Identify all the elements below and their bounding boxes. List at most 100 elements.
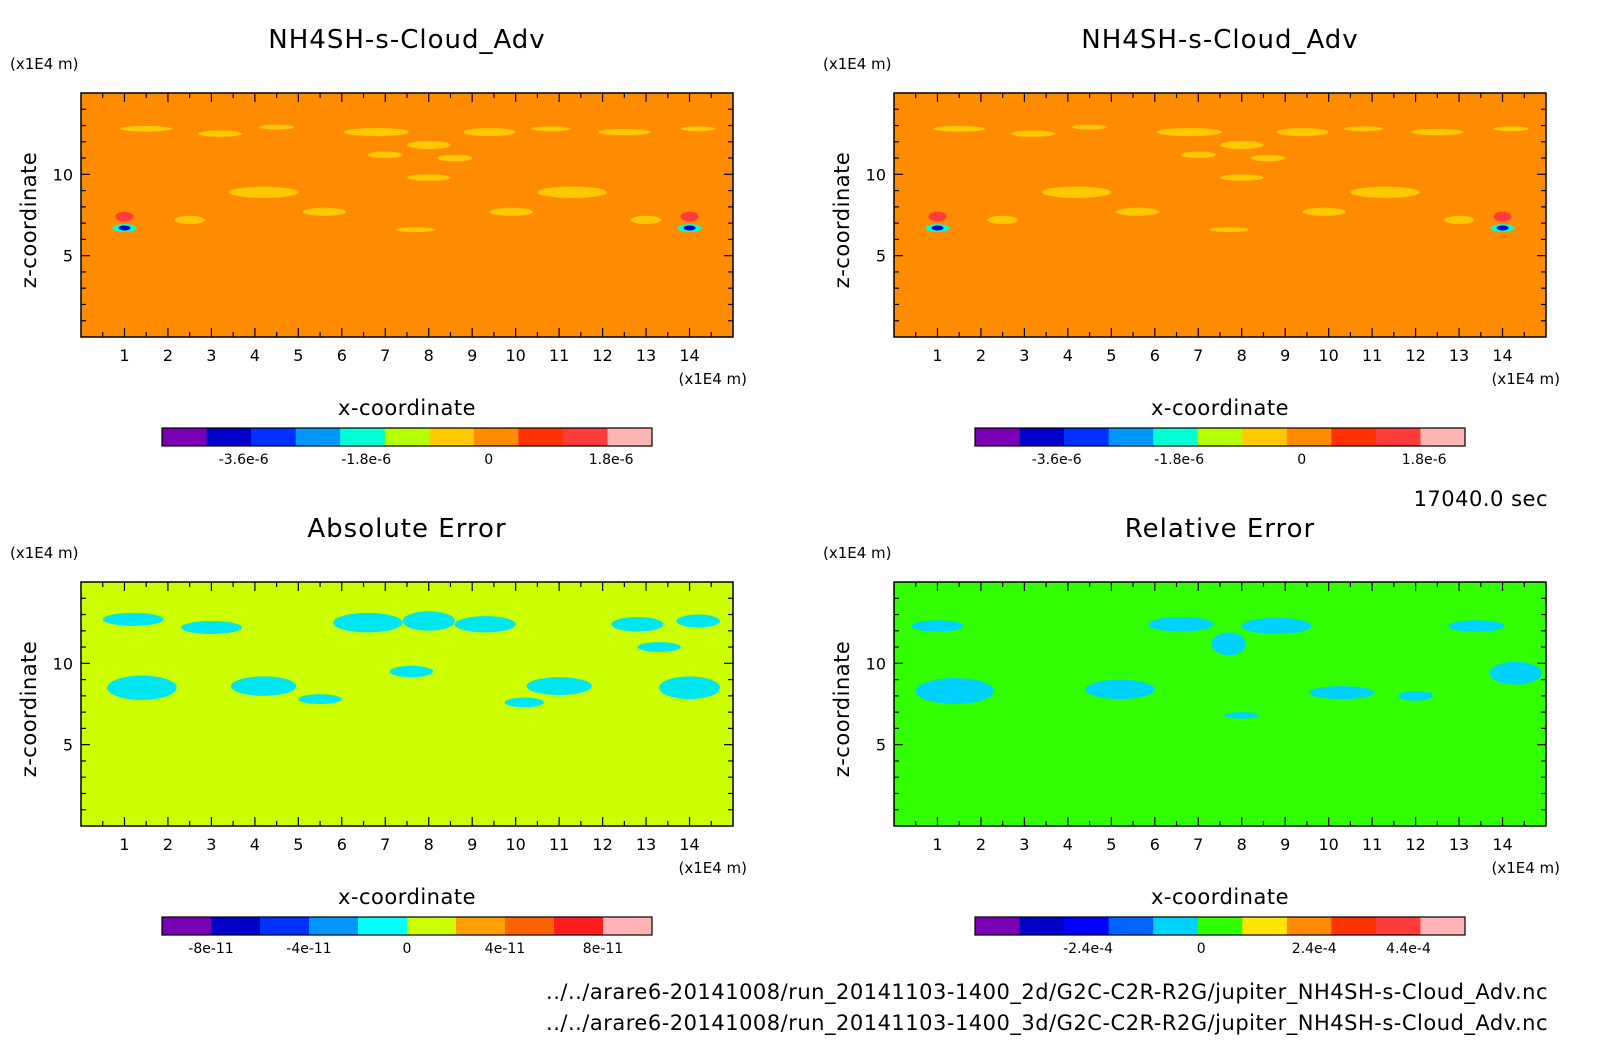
contour-region: [1224, 712, 1260, 719]
file-path: ../../arare6-20141008/run_20141103-1400_…: [546, 980, 1548, 1005]
contour-regions: [925, 124, 1529, 233]
contour-region: [1156, 127, 1223, 137]
contour-region: [611, 616, 664, 632]
colorbar-segment: [162, 917, 212, 935]
colorbar: -3.6e-6 -1.8e-6 0 1.8e-6: [974, 427, 1466, 468]
colorbar-segment: [1197, 917, 1243, 935]
contour-region: [630, 215, 662, 224]
y-axis-unit: (x1E4 m): [10, 55, 79, 73]
colorbar-segment: [1420, 428, 1466, 446]
x-tick-label: 3: [206, 835, 216, 854]
colorbar-tick-label: -4e-11: [286, 941, 331, 957]
y-tick-label: 5: [876, 247, 886, 266]
x-tick-label: 14: [679, 346, 699, 365]
x-tick-label: 2: [163, 346, 173, 365]
colorbar-segment: [1331, 428, 1377, 446]
colorbar-tick-label: 0: [1297, 452, 1306, 468]
contour-region: [1350, 186, 1420, 198]
contour-region: [402, 611, 455, 631]
colorbar-segment: [1242, 917, 1288, 935]
panel-2: NH4SH-s-Cloud_Adv(x1E4 m)1 2 3 4 5 6 7 8 9 10 11 12…: [823, 25, 1560, 468]
contour-region: [680, 126, 716, 132]
x-tick-label: 14: [679, 835, 699, 854]
colorbar-segment: [384, 428, 430, 446]
x-tick-label: 12: [1405, 835, 1425, 854]
contour-region: [389, 665, 434, 678]
contour-region: [1011, 130, 1055, 137]
contour-region: [1211, 632, 1247, 656]
contour-region: [1220, 140, 1264, 150]
y-tick-label: 10: [53, 654, 73, 673]
colorbar-segment: [505, 917, 555, 935]
chart-title: Relative Error: [1125, 514, 1316, 544]
x-tick-label: 8: [424, 835, 434, 854]
y-axis-label: z-coordinate: [17, 641, 41, 778]
x-tick-label: 9: [467, 346, 477, 365]
contour-region: [1085, 679, 1155, 700]
x-tick-label: 12: [592, 835, 612, 854]
x-tick-label: 12: [1405, 346, 1425, 365]
contour-region-negative: [118, 225, 131, 231]
x-tick-label: 7: [380, 835, 390, 854]
x-tick-label: 5: [1106, 835, 1116, 854]
x-tick-label: 1: [119, 835, 129, 854]
x-tick-label: 9: [1280, 835, 1290, 854]
y-axis-unit: (x1E4 m): [823, 544, 892, 562]
colorbar-frame: [974, 916, 1466, 936]
y-axis-label: z-coordinate: [830, 641, 854, 778]
colorbar-segment: [1064, 917, 1110, 935]
colorbar-segment: [607, 428, 653, 446]
colorbar-tick-label: 0: [1197, 941, 1206, 957]
contour-region: [407, 174, 451, 181]
colorbar-segment: [1108, 428, 1154, 446]
y-tick-label: 5: [876, 736, 886, 755]
x-tick-label: 9: [467, 835, 477, 854]
colorbar-tick-label: 1.8e-6: [589, 452, 634, 468]
chart-title: Absolute Error: [307, 514, 506, 544]
contour-region: [530, 126, 570, 132]
colorbar-tick-label: 0: [403, 941, 412, 957]
colorbar-segment: [975, 428, 1021, 446]
colorbar-tick-label: -3.6e-6: [219, 452, 269, 468]
colorbar-segment: [1286, 917, 1332, 935]
contour-region: [454, 616, 516, 633]
x-tick-label: 8: [1237, 835, 1247, 854]
chart-title: NH4SH-s-Cloud_Adv: [268, 25, 545, 55]
x-tick-label: 14: [1492, 346, 1512, 365]
colorbar-segment: [1153, 428, 1199, 446]
colorbar-segment: [1064, 428, 1110, 446]
colorbar-segment: [211, 917, 261, 935]
x-tick-label: 7: [1193, 835, 1203, 854]
contour-region: [1148, 616, 1214, 632]
colorbar-segment: [1375, 428, 1421, 446]
colorbar: -2.4e-4 0 2.4e-4 4.4e-4: [974, 916, 1466, 957]
colorbar-tick-label: -8e-11: [188, 941, 233, 957]
x-tick-label: 6: [337, 835, 347, 854]
contour-regions: [911, 616, 1542, 719]
colorbar-segment: [1420, 917, 1466, 935]
y-tick-label: 5: [63, 247, 73, 266]
contour-region: [637, 642, 681, 652]
x-axis-label: x-coordinate: [1151, 885, 1289, 909]
contour-region: [1241, 617, 1312, 635]
contour-region: [367, 151, 403, 159]
x-tick-label: 1: [932, 835, 942, 854]
plot-area: [894, 582, 1546, 826]
contour-region: [1276, 127, 1329, 137]
x-tick-label: 3: [206, 346, 216, 365]
colorbar: -8e-11 -4e-11 0 4e-11 8e-11: [161, 916, 653, 957]
colorbar-segment: [562, 428, 608, 446]
contour-region: [1041, 186, 1112, 198]
x-axis-label: x-coordinate: [338, 885, 476, 909]
colorbar-segment: [1331, 917, 1377, 935]
colorbar-tick-label: 4.4e-4: [1386, 941, 1431, 957]
colorbar-segment: [407, 917, 457, 935]
contour-region-negative: [931, 225, 944, 231]
contour-region: [259, 124, 294, 130]
colorbar-frame: [974, 427, 1466, 447]
y-tick-label: 5: [63, 736, 73, 755]
contour-region: [504, 697, 544, 708]
y-tick-label: 10: [866, 654, 886, 673]
y-axis-label: z-coordinate: [830, 152, 854, 289]
